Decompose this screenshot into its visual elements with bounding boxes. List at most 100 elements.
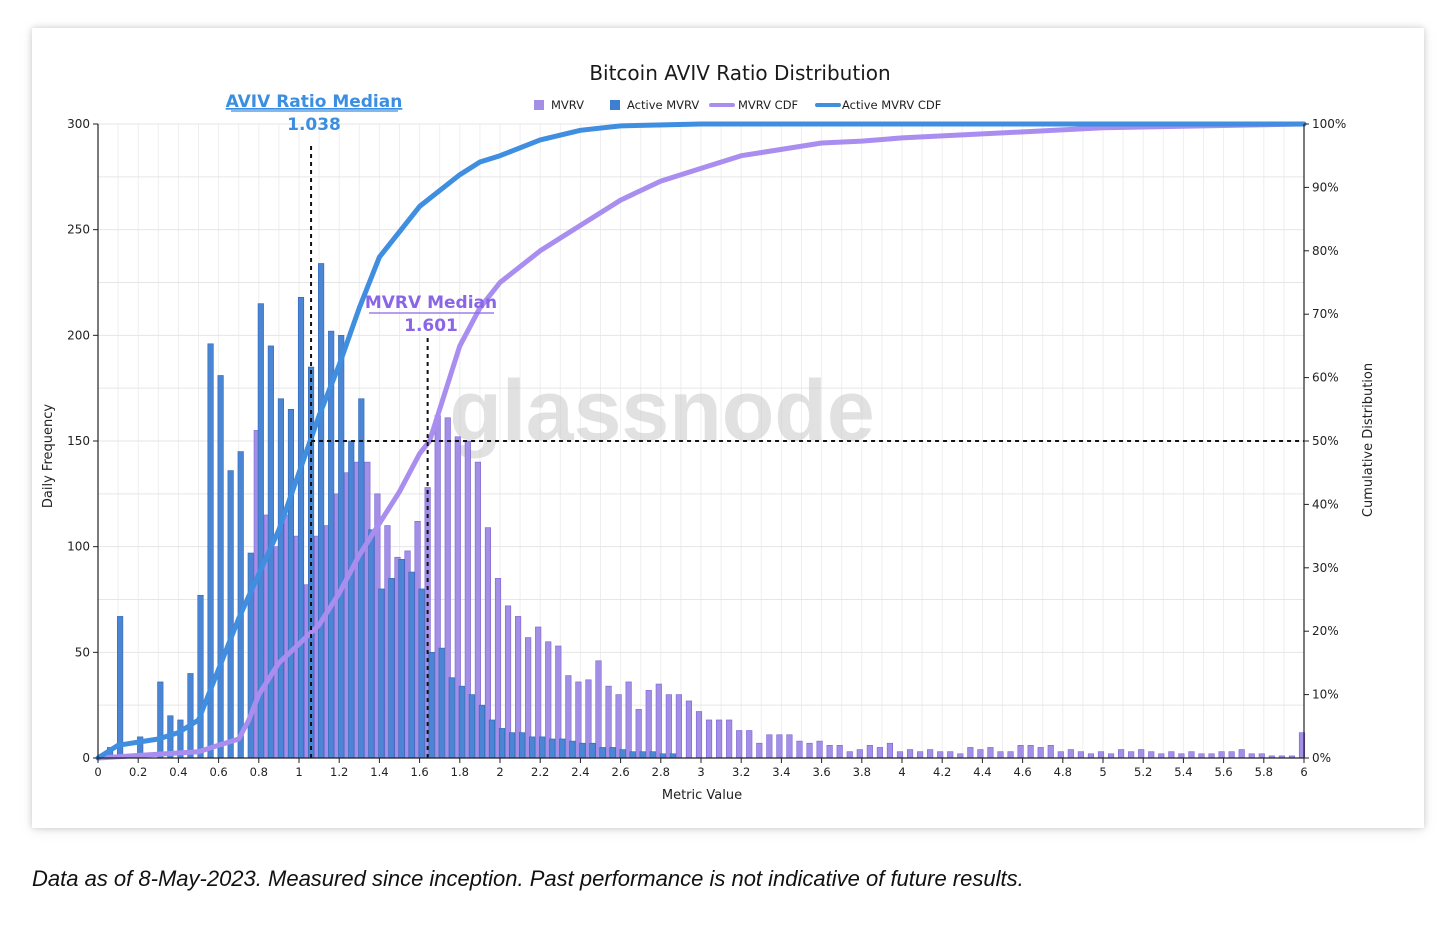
bar-active-mvrv	[468, 694, 475, 759]
bar-active-mvrv	[117, 616, 124, 759]
bar-mvrv	[856, 749, 863, 759]
x-tick-labels: 0 0.2 0.4 0.6 0.8 1 1.2 1.4 1.6 1.8 2 2.2 2.4 2.6 2.8 3…	[94, 758, 1308, 779]
x-tick-label: 1.4	[370, 765, 388, 779]
bar-active-mvrv	[619, 749, 626, 759]
y2-tick-label: 50%	[1312, 434, 1339, 448]
y-tick-label: 300	[67, 117, 90, 131]
x-tick-label: 2.4	[571, 765, 589, 779]
bar-mvrv	[967, 747, 974, 759]
bar-active-mvrv	[438, 647, 445, 759]
y2-tick-labels: 0% 10% 20% 30% 40% 50% 60% 70% 80% 90% 100%	[1304, 117, 1346, 765]
bar-active-mvrv	[338, 335, 345, 759]
bar-mvrv	[1118, 749, 1125, 759]
bar-active-mvrv	[649, 751, 656, 759]
bar-mvrv	[1037, 747, 1044, 759]
bar-mvrv	[726, 719, 733, 759]
y2-tick-label: 60%	[1312, 371, 1339, 385]
bar-active-mvrv	[498, 728, 506, 759]
bar-mvrv	[997, 751, 1004, 759]
legend: MVRV Active MVRV MVRV CDF Active MVRV CD…	[534, 98, 941, 112]
bar-active-mvrv	[197, 594, 204, 759]
x-tick-label: 3	[697, 765, 704, 779]
y2-tick-label: 10%	[1312, 688, 1339, 702]
bar-mvrv	[705, 719, 713, 759]
bar-mvrv	[886, 742, 894, 759]
bar-active-mvrv	[488, 719, 496, 759]
bar-mvrv	[1228, 751, 1235, 759]
x-tick-label: 1.6	[410, 765, 428, 779]
bar-active-mvrv	[639, 751, 646, 759]
bar-mvrv	[937, 751, 944, 759]
bar-mvrv	[1248, 753, 1255, 759]
bar-active-mvrv	[609, 747, 616, 759]
bar-mvrv	[1087, 753, 1095, 759]
bar-active-mvrv	[599, 747, 606, 759]
legend-label-active-mvrv-cdf: Active MVRV CDF	[842, 98, 941, 112]
y2-tick-label: 0%	[1312, 751, 1331, 765]
y-tick-label: 100	[67, 540, 90, 554]
bar-mvrv	[917, 751, 924, 759]
mvrv-median-value: 1.601	[404, 316, 458, 336]
bar-mvrv	[977, 749, 984, 759]
bar-mvrv	[1238, 749, 1245, 759]
bar-active-mvrv	[589, 742, 596, 759]
x-tick-label: 5.8	[1255, 765, 1273, 779]
bar-mvrv	[806, 742, 813, 759]
bar-mvrv	[1007, 751, 1014, 759]
bar-mvrv	[786, 734, 793, 759]
legend-label-active-mvrv: Active MVRV	[627, 98, 699, 112]
bar-mvrv	[645, 690, 652, 759]
x-tick-label: 2.6	[611, 765, 629, 779]
bar-active-mvrv	[297, 296, 305, 759]
mvrv-median-label: MVRV Median	[365, 293, 497, 313]
x-tick-label: 0	[94, 765, 101, 779]
bar-active-mvrv	[508, 732, 516, 759]
bar-mvrv	[866, 745, 873, 759]
bar-mvrv	[635, 709, 642, 759]
chart-title: Bitcoin AVIV Ratio Distribution	[589, 61, 890, 85]
bar-active-mvrv	[358, 398, 365, 759]
bar-active-mvrv	[629, 751, 636, 759]
bar-mvrv	[1057, 751, 1064, 759]
bar-active-mvrv	[519, 732, 526, 759]
mvrv-median-annotation: MVRV Median 1.601	[365, 293, 497, 336]
bar-mvrv	[625, 681, 632, 759]
caption: Data as of 8-May-2023. Measured since in…	[32, 866, 1024, 891]
x-tick-label: 5	[1099, 765, 1106, 779]
x-tick-label: 0.4	[169, 765, 187, 779]
bar-mvrv	[957, 753, 964, 759]
x-tick-label: 1.2	[330, 765, 348, 779]
y2-tick-label: 90%	[1312, 180, 1339, 194]
x-tick-label: 3.2	[732, 765, 750, 779]
y-tick-label: 50	[75, 645, 90, 659]
y-axis-label: Daily Frequency	[41, 404, 56, 508]
bar-mvrv	[987, 747, 994, 759]
y2-tick-label: 80%	[1312, 244, 1339, 258]
bar-mvrv	[615, 694, 622, 759]
y2-tick-label: 40%	[1312, 497, 1339, 511]
bar-mvrv	[1168, 751, 1175, 759]
x-tick-label: 2.2	[531, 765, 549, 779]
bar-mvrv	[796, 740, 803, 759]
y-tick-label: 150	[67, 434, 90, 448]
x-tick-label: 6	[1300, 765, 1307, 779]
chart-card: glassnode 0 0.2 0.4 0.6 0.8 1 1.2 1.4 1.6 1.8 2 2.2…	[32, 28, 1424, 828]
y-tick-label: 250	[67, 223, 90, 237]
bar-active-mvrv	[569, 740, 576, 759]
bar-mvrv	[906, 749, 914, 759]
x-tick-label: 4.2	[933, 765, 951, 779]
x-tick-label: 2	[496, 765, 503, 779]
bar-active-mvrv	[227, 470, 234, 759]
line-active-mvrv-cdf	[95, 121, 1307, 761]
bar-active-mvrv	[659, 753, 666, 759]
bar-mvrv	[1097, 751, 1105, 759]
bar-mvrv	[876, 747, 883, 759]
x-tick-label: 3.6	[812, 765, 830, 779]
bar-active-mvrv	[559, 738, 566, 759]
bar-active-mvrv	[378, 588, 385, 759]
bar-active-mvrv	[549, 738, 556, 759]
bar-active-mvrv	[318, 263, 325, 759]
x-tick-label: 0.2	[129, 765, 147, 779]
cdf-lines	[95, 121, 1307, 761]
legend-swatch-active-mvrv	[610, 100, 620, 110]
